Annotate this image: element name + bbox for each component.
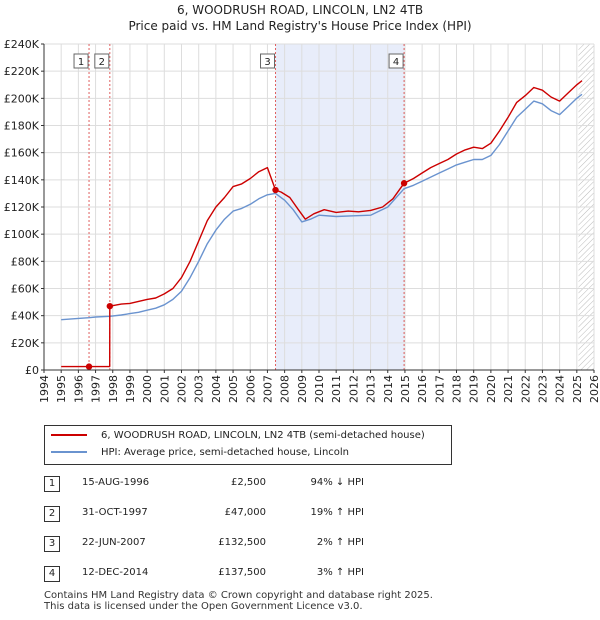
- x-tick-label: 2002: [176, 375, 189, 403]
- chart-legend: 6, WOODRUSH ROAD, LINCOLN, LN2 4TB (semi…: [44, 425, 452, 465]
- y-tick-label: £80K: [11, 255, 40, 268]
- transaction-price: £137,500: [218, 567, 266, 578]
- x-tick-label: 2026: [588, 375, 600, 403]
- marker-label-box: [73, 53, 89, 69]
- y-tick-label: £100K: [4, 228, 40, 241]
- sale-point: [106, 302, 114, 310]
- x-tick-label: 2006: [244, 375, 257, 403]
- series-line: [61, 93, 583, 321]
- x-tick-label: 2025: [571, 375, 584, 403]
- x-tick-label: 2014: [382, 375, 395, 403]
- marker-label-box: [260, 53, 276, 69]
- table-row: 1 15-AUG-1996 £2,500 94% ↓ HPI: [44, 470, 444, 500]
- legend-item-hpi: HPI: Average price, semi-detached house,…: [51, 445, 349, 461]
- x-tick-label: 2015: [399, 375, 412, 403]
- transaction-date: 12-DEC-2014: [82, 567, 149, 578]
- x-tick-label: 1997: [90, 375, 103, 403]
- x-tick-label: 2007: [261, 375, 274, 403]
- x-tick-label: 2012: [347, 375, 360, 403]
- x-tick-label: 2011: [330, 375, 343, 403]
- footer-attribution: Contains HM Land Registry data © Crown c…: [44, 590, 433, 612]
- legend-label-hpi: HPI: Average price, semi-detached house,…: [101, 447, 350, 458]
- transaction-hpi-change: 94% ↓ HPI: [310, 477, 364, 488]
- transaction-price: £132,500: [218, 537, 266, 548]
- x-tick-label: 2021: [502, 375, 515, 403]
- x-tick-label: 1995: [55, 375, 68, 403]
- marker-label-box: [388, 53, 404, 69]
- y-tick-label: £40K: [11, 310, 40, 323]
- y-tick-label: £60K: [11, 283, 40, 296]
- legend-item-property: 6, WOODRUSH ROAD, LINCOLN, LN2 4TB (semi…: [51, 428, 425, 444]
- table-row: 3 22-JUN-2007 £132,500 2% ↑ HPI: [44, 530, 444, 560]
- y-tick-label: £240K: [4, 38, 40, 51]
- chart-title: 6, WOODRUSH ROAD, LINCOLN, LN2 4TB: [176, 3, 424, 17]
- x-tick-label: 2020: [485, 375, 498, 403]
- legend-swatch-hpi: [51, 451, 87, 453]
- sale-point: [400, 180, 408, 187]
- x-tick-label: 2022: [519, 375, 532, 403]
- x-tick-label: 1998: [107, 375, 120, 403]
- x-tick-label: 2017: [433, 375, 446, 403]
- x-tick-label: 2004: [210, 375, 223, 403]
- marker-label-box: [94, 53, 110, 69]
- x-tick-label: 1999: [124, 375, 137, 403]
- legend-label-property: 6, WOODRUSH ROAD, LINCOLN, LN2 4TB (semi…: [101, 430, 425, 441]
- transaction-hpi-change: 19% ↑ HPI: [310, 507, 364, 518]
- footer-line-copyright: Contains HM Land Registry data © Crown c…: [44, 590, 433, 601]
- sale-point: [85, 363, 93, 370]
- y-tick-label: £160K: [4, 147, 40, 160]
- y-tick-label: £180K: [4, 120, 40, 133]
- y-tick-label: £120K: [4, 201, 40, 214]
- marker-label: 2: [99, 57, 105, 68]
- transaction-hpi-change: 3% ↑ HPI: [316, 567, 364, 578]
- footer-line-licence: This data is licensed under the Open Gov…: [44, 601, 363, 612]
- x-tick-label: 2023: [536, 375, 549, 403]
- marker-label: 3: [264, 57, 270, 68]
- x-tick-label: 2008: [279, 375, 292, 403]
- transaction-number-badge: 3: [44, 536, 60, 552]
- transaction-price: £47,000: [224, 507, 266, 518]
- transaction-date: 31-OCT-1997: [82, 507, 148, 518]
- x-tick-label: 2019: [468, 375, 481, 403]
- table-row: 4 12-DEC-2014 £137,500 3% ↑ HPI: [44, 560, 444, 590]
- x-tick-label: 2013: [365, 375, 378, 403]
- transaction-number-badge: 2: [44, 506, 60, 522]
- transaction-hpi-change: 2% ↑ HPI: [316, 537, 364, 548]
- transaction-date: 22-JUN-2007: [82, 537, 146, 548]
- x-tick-label: 1996: [72, 375, 85, 403]
- table-row: 2 31-OCT-1997 £47,000 19% ↑ HPI: [44, 500, 444, 530]
- price-chart: 1 2 3 4 £0 £20K £40K £60K £80K £100K £120K £140K £16…: [4, 38, 600, 403]
- transaction-price: £2,500: [231, 477, 266, 488]
- transaction-number-badge: 4: [44, 566, 60, 582]
- legend-swatch-property: [51, 434, 87, 436]
- sale-point: [272, 186, 279, 194]
- x-tick-label: 2018: [451, 375, 464, 403]
- y-tick-label: £220K: [4, 65, 40, 78]
- y-tick-label: £140K: [4, 174, 40, 187]
- marker-label: 4: [393, 57, 399, 68]
- x-tick-label: 2001: [158, 375, 171, 403]
- series-line: [61, 80, 583, 368]
- transaction-date: 15-AUG-1996: [82, 477, 150, 488]
- x-tick-label: 2009: [296, 375, 309, 403]
- x-tick-label: 2003: [193, 375, 206, 403]
- chart-subtitle: Price paid vs. HM Land Registry's House …: [128, 19, 472, 33]
- transaction-number-badge: 1: [44, 476, 60, 492]
- transactions-table: 1 15-AUG-1996 £2,500 94% ↓ HPI 2 31-OCT-…: [44, 470, 444, 590]
- x-tick-label: 2016: [416, 375, 429, 403]
- y-tick-label: £200K: [4, 92, 40, 105]
- x-tick-label: 2024: [554, 375, 567, 403]
- x-tick-label: 2010: [313, 375, 326, 403]
- x-tick-label: 1994: [38, 375, 51, 403]
- marker-label: 1: [78, 57, 84, 68]
- x-tick-label: 2000: [141, 375, 154, 403]
- y-tick-label: £20K: [11, 337, 40, 350]
- x-tick-label: 2005: [227, 375, 240, 403]
- y-tick-label: £0: [25, 364, 39, 377]
